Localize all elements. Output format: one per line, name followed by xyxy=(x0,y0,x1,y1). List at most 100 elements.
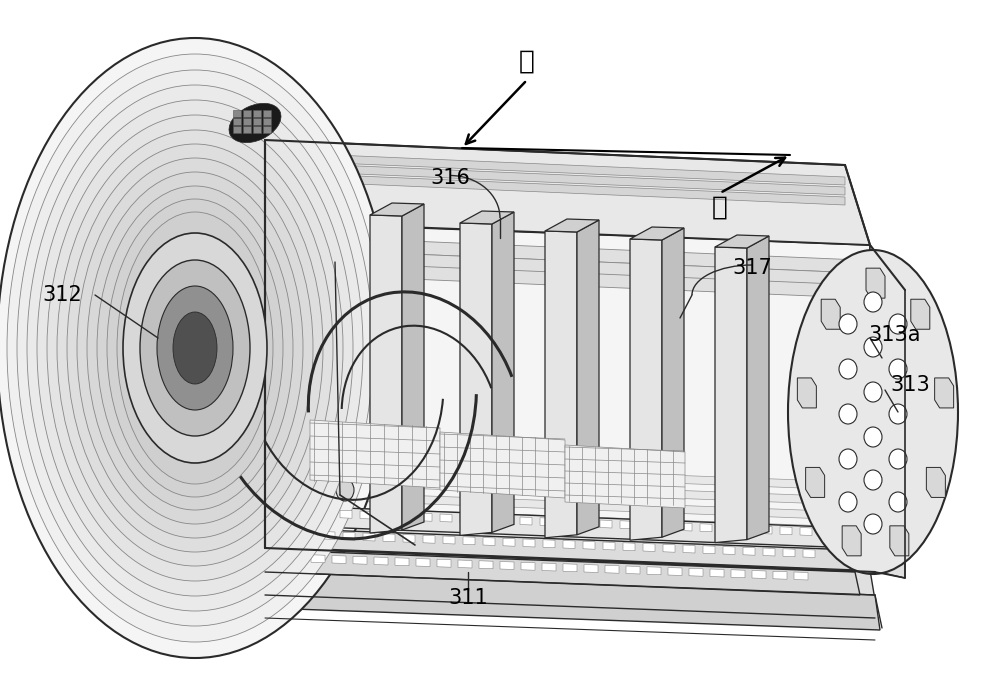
Text: 317: 317 xyxy=(732,258,772,278)
Polygon shape xyxy=(763,548,775,556)
Polygon shape xyxy=(583,541,595,549)
Polygon shape xyxy=(253,126,261,133)
Ellipse shape xyxy=(839,404,857,424)
Polygon shape xyxy=(680,523,692,531)
Polygon shape xyxy=(626,566,640,574)
Polygon shape xyxy=(540,517,552,526)
Polygon shape xyxy=(500,562,514,570)
Polygon shape xyxy=(403,534,415,543)
Ellipse shape xyxy=(157,286,233,410)
Polygon shape xyxy=(800,528,812,536)
Polygon shape xyxy=(268,248,860,286)
Polygon shape xyxy=(630,227,684,240)
Ellipse shape xyxy=(864,292,882,312)
Polygon shape xyxy=(290,554,304,562)
Polygon shape xyxy=(380,512,392,520)
Polygon shape xyxy=(565,445,685,508)
Polygon shape xyxy=(440,514,452,522)
Polygon shape xyxy=(700,524,712,532)
Polygon shape xyxy=(370,215,402,533)
Polygon shape xyxy=(265,222,870,570)
Text: 311: 311 xyxy=(448,588,488,608)
Polygon shape xyxy=(343,532,355,540)
Polygon shape xyxy=(233,126,241,133)
Polygon shape xyxy=(458,560,472,568)
Polygon shape xyxy=(842,526,861,556)
Polygon shape xyxy=(926,467,945,497)
Ellipse shape xyxy=(864,514,882,534)
Polygon shape xyxy=(268,505,855,535)
Polygon shape xyxy=(935,378,954,408)
Polygon shape xyxy=(340,510,352,518)
Polygon shape xyxy=(268,235,860,273)
Polygon shape xyxy=(265,140,870,245)
Polygon shape xyxy=(740,525,752,533)
Polygon shape xyxy=(605,565,619,573)
Polygon shape xyxy=(310,420,440,488)
Polygon shape xyxy=(640,522,652,530)
Text: 313a: 313a xyxy=(869,325,921,345)
Polygon shape xyxy=(460,515,472,523)
Polygon shape xyxy=(268,475,855,505)
Polygon shape xyxy=(620,521,632,529)
Polygon shape xyxy=(423,535,435,543)
Polygon shape xyxy=(797,378,816,408)
Polygon shape xyxy=(353,556,367,564)
Polygon shape xyxy=(233,118,241,125)
Polygon shape xyxy=(803,549,815,558)
Ellipse shape xyxy=(286,479,304,501)
Polygon shape xyxy=(243,126,251,133)
Polygon shape xyxy=(268,520,855,550)
Polygon shape xyxy=(577,220,599,534)
Text: 后: 后 xyxy=(712,195,728,221)
Polygon shape xyxy=(265,548,875,600)
Polygon shape xyxy=(783,549,795,557)
Polygon shape xyxy=(623,543,635,551)
Ellipse shape xyxy=(864,382,882,402)
Polygon shape xyxy=(890,526,909,556)
Ellipse shape xyxy=(839,314,857,334)
Polygon shape xyxy=(440,432,565,498)
Ellipse shape xyxy=(7,54,383,642)
Polygon shape xyxy=(253,110,261,117)
Ellipse shape xyxy=(889,404,907,424)
Ellipse shape xyxy=(77,158,313,538)
Polygon shape xyxy=(370,203,424,216)
Polygon shape xyxy=(560,518,572,526)
Polygon shape xyxy=(400,513,412,520)
Polygon shape xyxy=(668,568,682,575)
Polygon shape xyxy=(460,211,514,224)
Polygon shape xyxy=(545,231,577,538)
Polygon shape xyxy=(647,566,661,575)
Polygon shape xyxy=(263,118,271,125)
Polygon shape xyxy=(780,527,792,534)
Polygon shape xyxy=(311,555,325,563)
Polygon shape xyxy=(545,219,599,232)
Ellipse shape xyxy=(864,337,882,357)
Polygon shape xyxy=(911,299,930,329)
Polygon shape xyxy=(820,528,832,537)
Ellipse shape xyxy=(107,199,283,497)
Polygon shape xyxy=(268,528,855,570)
Ellipse shape xyxy=(117,212,273,484)
Polygon shape xyxy=(521,562,535,571)
Polygon shape xyxy=(320,509,332,517)
Polygon shape xyxy=(743,547,755,556)
Polygon shape xyxy=(363,533,375,541)
Polygon shape xyxy=(723,547,735,554)
Ellipse shape xyxy=(889,359,907,379)
Polygon shape xyxy=(752,571,766,579)
Ellipse shape xyxy=(839,449,857,469)
Polygon shape xyxy=(479,561,493,568)
Ellipse shape xyxy=(173,312,217,384)
Ellipse shape xyxy=(889,492,907,512)
Polygon shape xyxy=(603,542,615,550)
Ellipse shape xyxy=(140,260,250,436)
Polygon shape xyxy=(323,532,335,539)
Polygon shape xyxy=(543,540,555,548)
Polygon shape xyxy=(731,570,745,578)
Ellipse shape xyxy=(839,359,857,379)
Polygon shape xyxy=(660,522,672,530)
Polygon shape xyxy=(243,110,251,117)
Polygon shape xyxy=(870,245,905,578)
